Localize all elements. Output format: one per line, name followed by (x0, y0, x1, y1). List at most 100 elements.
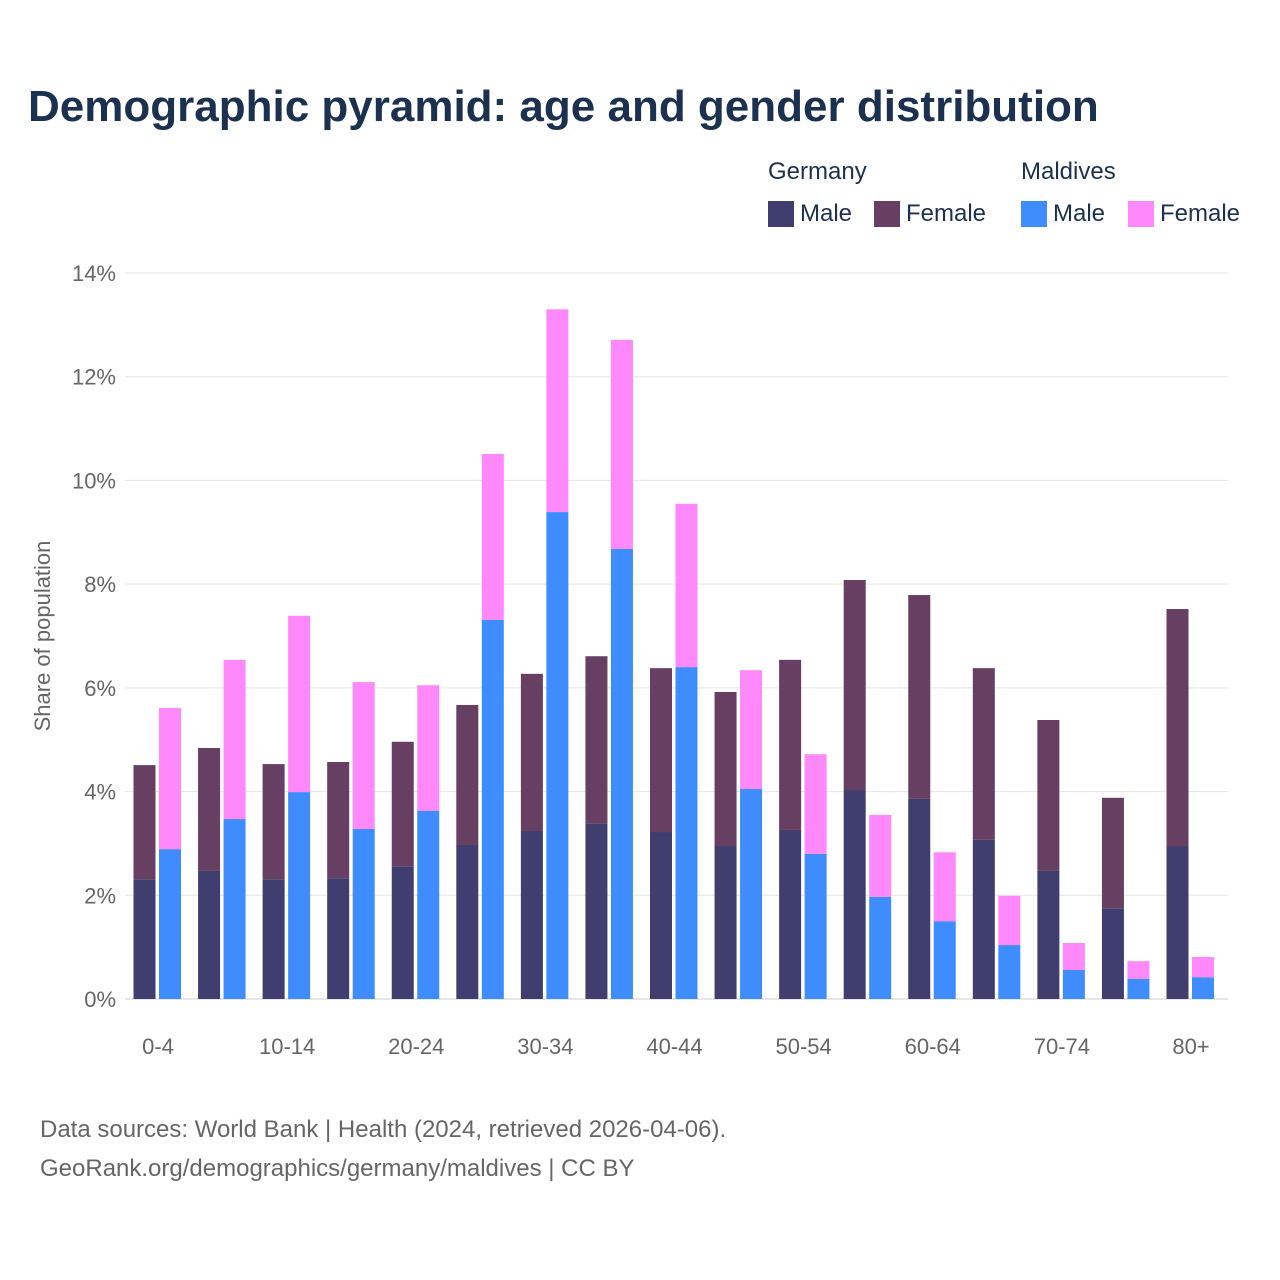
germany-female-bar (520, 673, 543, 831)
maldives-male-bar (159, 849, 181, 999)
x-tick-label: 30-34 (517, 1034, 573, 1059)
germany-female-bar (327, 762, 350, 879)
maldives-male-bar (417, 810, 440, 999)
maldives-female-bar (223, 659, 246, 820)
germany-male-bar (972, 839, 995, 999)
maldives-male-bar (1192, 977, 1214, 999)
x-tick-label: 40-44 (646, 1034, 702, 1059)
germany-male-bar (1037, 870, 1060, 999)
maldives-male-bar (1062, 969, 1085, 999)
y-axis-label: Share of population (30, 541, 55, 732)
maldives-male-bar (288, 792, 311, 999)
germany-male-bar (585, 823, 608, 999)
legend-swatch (1021, 201, 1047, 227)
maldives-female-bar (1062, 942, 1085, 970)
y-tick-label: 6% (84, 676, 116, 701)
y-tick-label: 2% (84, 883, 116, 908)
y-tick-label: 0% (84, 987, 116, 1012)
legend-maldives-female[interactable]: Female (1128, 200, 1240, 228)
legend-swatch (874, 201, 900, 227)
maldives-male-bar (675, 667, 698, 999)
maldives-female-bar (1127, 961, 1150, 979)
germany-female-bar (198, 748, 221, 871)
germany-male-bar (779, 829, 802, 999)
maldives-female-bar (1192, 956, 1214, 978)
maldives-female-bar (159, 708, 181, 850)
germany-male-bar (456, 844, 479, 999)
germany-female-bar (1166, 609, 1189, 847)
legend-group-maldives: Maldives (1021, 158, 1116, 185)
legend-label: Male (800, 200, 853, 227)
germany-female-bar (843, 579, 866, 791)
maldives-female-bar (417, 685, 440, 811)
maldives-female-bar (933, 852, 956, 922)
germany-male-bar (198, 870, 221, 999)
maldives-female-bar (869, 814, 892, 897)
y-tick-label: 12% (72, 365, 116, 390)
germany-female-bar (1101, 797, 1124, 909)
x-tick-label: 0-4 (142, 1034, 174, 1059)
germany-female-bar (650, 668, 672, 833)
legend-germany-male[interactable]: Male (768, 200, 852, 228)
legend-swatch (1128, 201, 1154, 227)
germany-female-bar (456, 704, 479, 845)
maldives-male-bar (998, 945, 1021, 999)
germany-male-bar (262, 879, 285, 999)
germany-male-bar (908, 798, 931, 999)
maldives-male-bar (933, 921, 956, 999)
footer-link[interactable]: GeoRank.org/demographics/germany/maldive… (40, 1155, 635, 1182)
chart-title: Demographic pyramid: age and gender dist… (28, 82, 1099, 131)
legend-maldives-male[interactable]: Male (1021, 200, 1105, 228)
footer-sources: Data sources: World Bank | Health (2024,… (40, 1116, 727, 1143)
germany-female-bar (972, 668, 995, 840)
maldives-male-bar (740, 788, 763, 999)
x-tick-label: 70-74 (1034, 1034, 1090, 1059)
maldives-male-bar (223, 819, 246, 999)
germany-male-bar (327, 878, 350, 999)
maldives-male-bar (481, 619, 504, 999)
x-tick-label: 80+ (1172, 1034, 1209, 1059)
maldives-female-bar (740, 670, 763, 789)
maldives-female-bar (610, 339, 633, 549)
maldives-male-bar (610, 548, 633, 999)
germany-female-bar (779, 659, 802, 830)
germany-female-bar (585, 656, 608, 824)
legend-swatch (768, 201, 794, 227)
germany-male-bar (650, 832, 672, 999)
y-tick-label: 10% (72, 468, 116, 493)
x-tick-label: 60-64 (905, 1034, 961, 1059)
germany-female-bar (908, 595, 931, 799)
maldives-male-bar (352, 828, 375, 999)
germany-male-bar (843, 790, 866, 999)
maldives-male-bar (804, 853, 827, 999)
maldives-female-bar (481, 453, 504, 620)
germany-female-bar (1037, 720, 1060, 871)
x-tick-label: 10-14 (259, 1034, 315, 1059)
germany-male-bar (520, 830, 543, 999)
legend-group-germany: Germany (768, 158, 867, 185)
germany-male-bar (391, 866, 414, 999)
germany-female-bar (262, 764, 285, 880)
maldives-female-bar (675, 503, 698, 668)
germany-female-bar (133, 765, 156, 880)
maldives-female-bar (352, 682, 375, 829)
maldives-female-bar (546, 309, 569, 513)
y-tick-label: 4% (84, 780, 116, 805)
maldives-male-bar (546, 512, 569, 999)
maldives-female-bar (288, 615, 311, 793)
germany-male-bar (714, 846, 737, 999)
germany-male-bar (1166, 846, 1189, 999)
legend-germany-female[interactable]: Female (874, 200, 986, 228)
maldives-male-bar (1127, 978, 1150, 999)
x-tick-label: 20-24 (388, 1034, 444, 1059)
maldives-female-bar (998, 895, 1021, 946)
y-tick-label: 8% (84, 572, 116, 597)
maldives-female-bar (804, 754, 827, 854)
legend-label: Male (1053, 200, 1106, 227)
legend-label: Female (1160, 200, 1241, 227)
y-tick-label: 14% (72, 261, 116, 286)
legend-label: Female (906, 200, 987, 227)
germany-female-bar (714, 692, 737, 847)
germany-female-bar (391, 741, 414, 867)
